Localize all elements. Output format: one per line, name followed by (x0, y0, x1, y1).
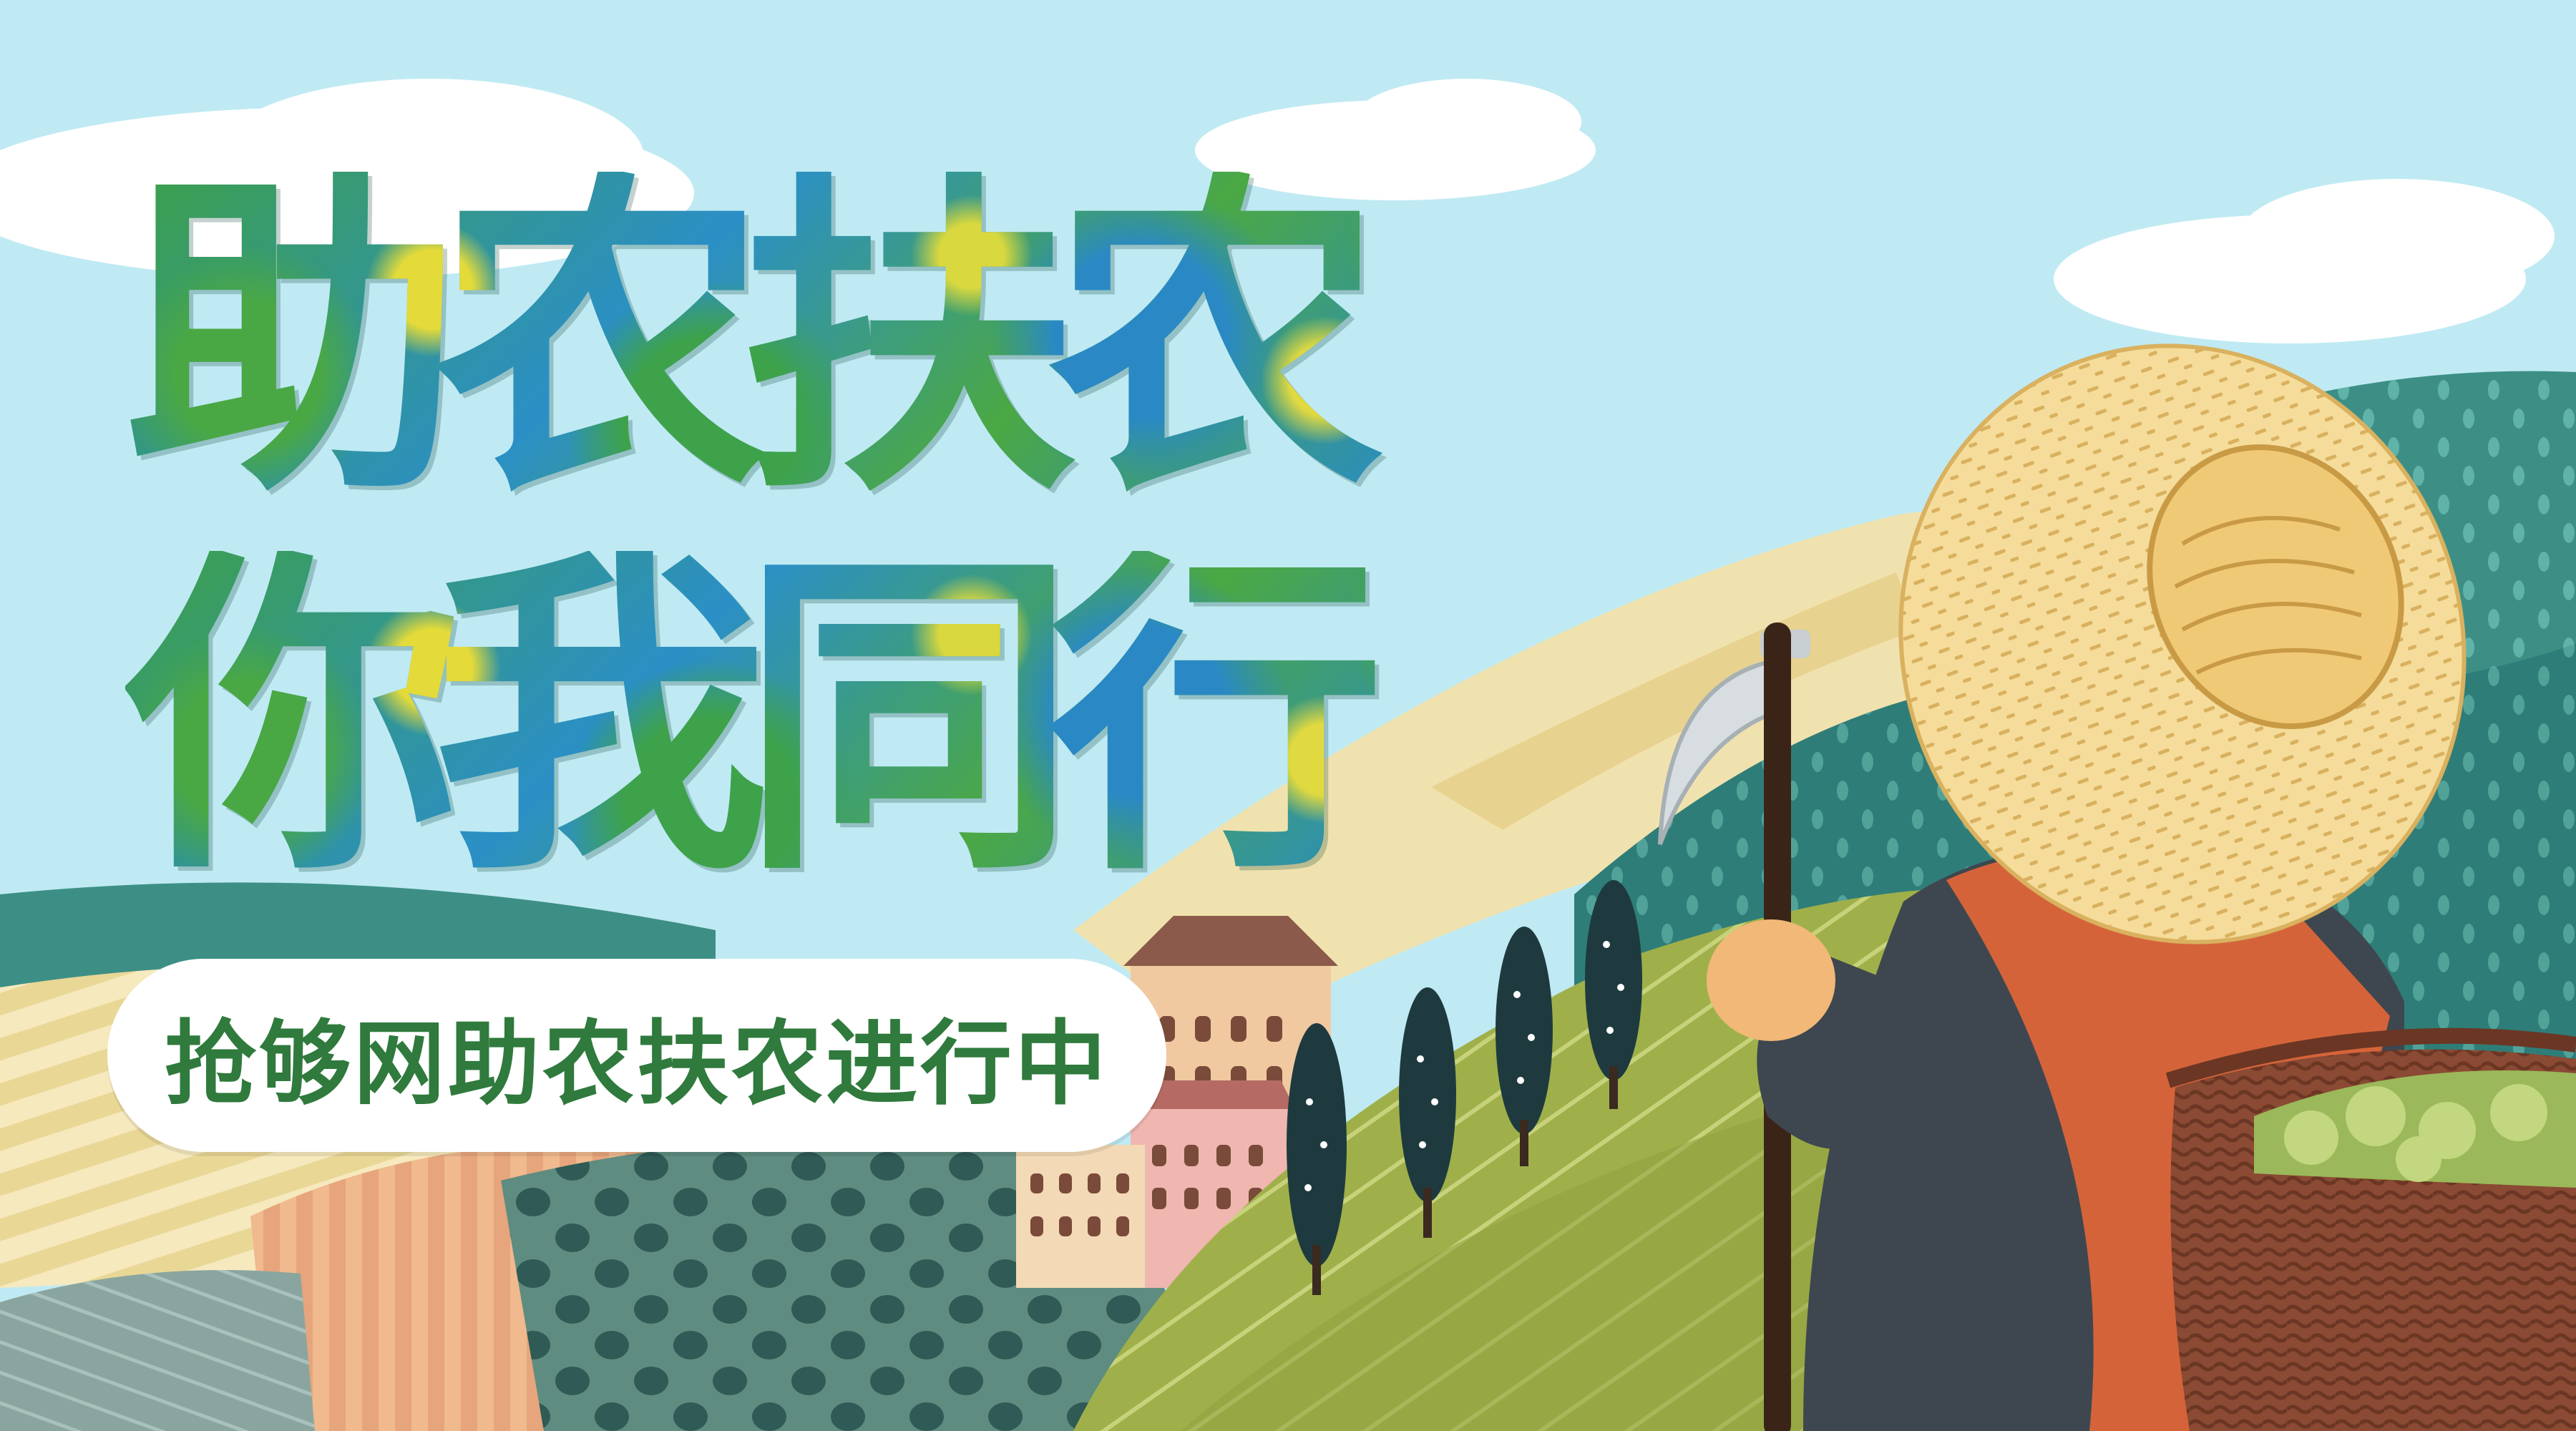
straw-hat (1898, 343, 2467, 944)
headline-line-1: 助农扶农 (125, 172, 1664, 508)
slogan-text: 抢够网助农扶农进行中 (164, 1010, 1109, 1118)
cypress-trees (1287, 880, 1642, 1295)
headline-line-2: 你我同行 (125, 551, 1664, 887)
slogan-pill: 抢够网助农扶农进行中 (107, 959, 1166, 1152)
